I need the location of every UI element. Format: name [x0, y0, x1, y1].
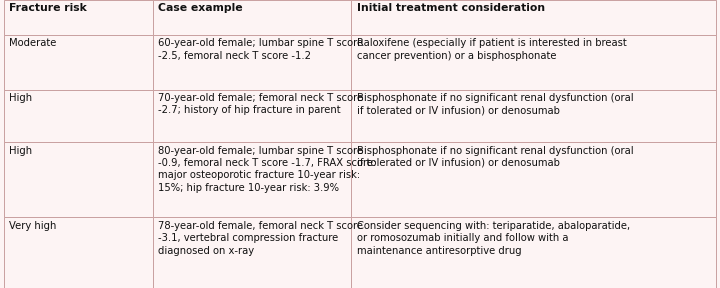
Bar [153, 35, 351, 90]
Text: Consider sequencing with: teriparatide, abaloparatide,
or romosozumab initially : Consider sequencing with: teriparatide, … [357, 221, 630, 255]
Bar [4, 35, 153, 90]
Bar [153, 217, 351, 288]
Bar [351, 35, 716, 90]
Bar [153, 142, 351, 217]
Text: 78-year-old female, femoral neck T score
-3.1, vertebral compression fracture
di: 78-year-old female, femoral neck T score… [158, 221, 364, 255]
Text: Fracture risk: Fracture risk [9, 3, 87, 14]
Text: Very high: Very high [9, 221, 57, 231]
Text: 70-year-old female; femoral neck T score
-2.7; history of hip fracture in parent: 70-year-old female; femoral neck T score… [158, 93, 364, 115]
Bar [351, 142, 716, 217]
Bar [4, 142, 153, 217]
Text: High: High [9, 145, 32, 156]
Bar [4, 90, 153, 142]
Text: Case example: Case example [158, 3, 243, 14]
Bar [351, 0, 716, 35]
Text: 80-year-old female; lumbar spine T score
-0.9, femoral neck T score -1.7, FRAX s: 80-year-old female; lumbar spine T score… [158, 145, 377, 193]
Bar [4, 217, 153, 288]
Text: Bisphosphonate if no significant renal dysfunction (oral
if tolerated or IV infu: Bisphosphonate if no significant renal d… [357, 93, 634, 115]
Bar [153, 0, 351, 35]
Text: High: High [9, 93, 32, 103]
Text: Initial treatment consideration: Initial treatment consideration [357, 3, 545, 14]
Bar [351, 90, 716, 142]
Text: Moderate: Moderate [9, 39, 57, 48]
Bar [153, 90, 351, 142]
Text: Bisphosphonate if no significant renal dysfunction (oral
if tolerated or IV infu: Bisphosphonate if no significant renal d… [357, 145, 634, 168]
Bar [4, 0, 153, 35]
Text: 60-year-old female; lumbar spine T score
-2.5, femoral neck T score -1.2: 60-year-old female; lumbar spine T score… [158, 39, 364, 61]
Text: Raloxifene (especially if patient is interested in breast
cancer prevention) or : Raloxifene (especially if patient is int… [357, 39, 627, 61]
Bar [351, 217, 716, 288]
